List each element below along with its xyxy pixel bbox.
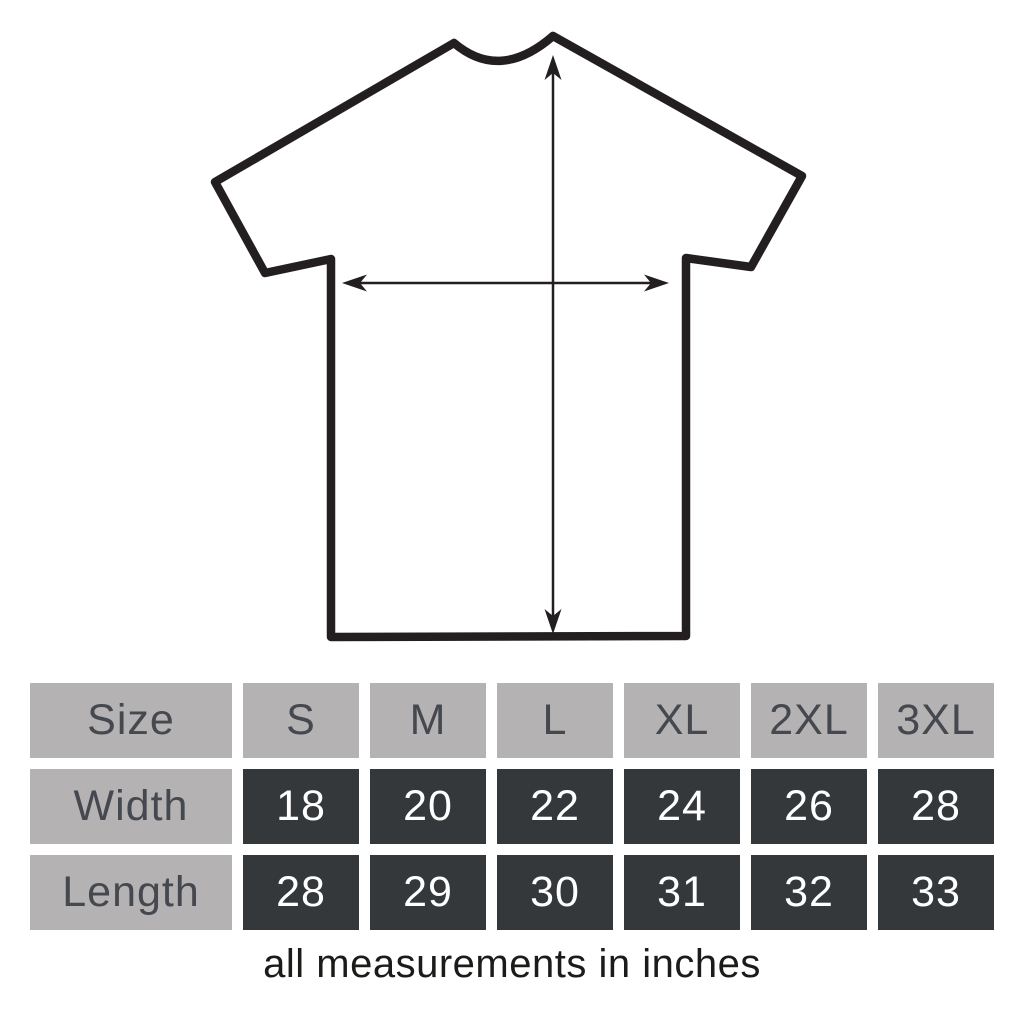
width-row-label-cell: Width [30,769,232,844]
width-value-cell-3xl: 28 [878,769,994,844]
measurement-unit-note: all measurements in inches [263,942,761,986]
length-value-cell-l: 30 [497,855,613,930]
width-value-cell-m: 20 [370,769,486,844]
length-value-cell-xl: 31 [624,855,740,930]
length-value-cell-s: 28 [243,855,359,930]
length-arrow-icon [544,55,562,634]
size-header-cell-2xl: 2XL [751,683,867,758]
size-header-cell-l: L [497,683,613,758]
size-header-cell-3xl: 3XL [878,683,994,758]
size-header-cell-s: S [243,683,359,758]
length-value-cell-2xl: 32 [751,855,867,930]
size-table-corner-cell: Size [30,683,232,758]
width-value-cell-s: 18 [243,769,359,844]
width-value-cell-l: 22 [497,769,613,844]
length-value-cell-3xl: 33 [878,855,994,930]
size-header-cell-xl: XL [624,683,740,758]
width-value-cell-xl: 24 [624,769,740,844]
width-value-cell-2xl: 26 [751,769,867,844]
length-value-cell-m: 29 [370,855,486,930]
size-table: Size S M L XL 2XL 3XL Width 18 20 22 24 … [30,683,994,930]
tshirt-outline-icon [210,31,807,642]
size-header-cell-m: M [370,683,486,758]
tshirt-diagram [210,31,807,642]
width-arrow-icon [342,274,669,292]
length-row-label-cell: Length [30,855,232,930]
